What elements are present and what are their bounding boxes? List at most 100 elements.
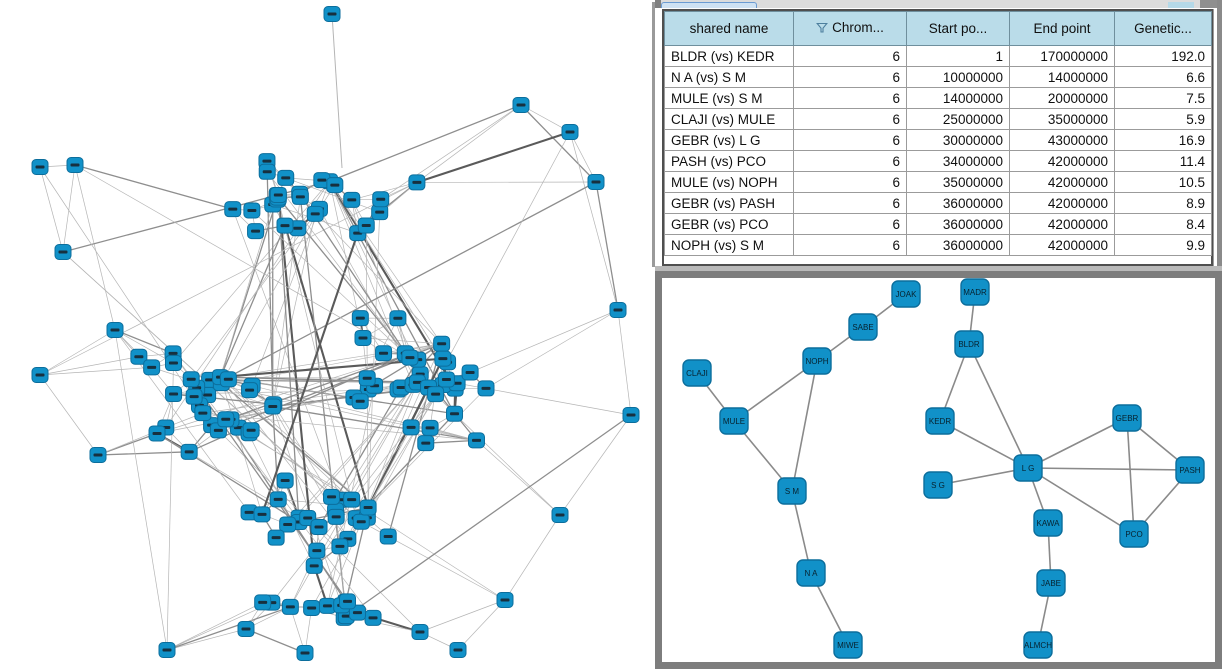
- graph-edge[interactable]: [387, 343, 443, 537]
- graph-edge[interactable]: [220, 376, 263, 515]
- graph-edge[interactable]: [485, 388, 632, 416]
- graph-node[interactable]: [351, 310, 369, 327]
- graph-edge[interactable]: [39, 166, 64, 253]
- node-NA[interactable]: N A: [796, 559, 826, 587]
- graph-node[interactable]: [258, 163, 276, 180]
- filter-icon[interactable]: [816, 22, 829, 34]
- graph-node[interactable]: [389, 310, 407, 327]
- edge-GEBR-PCO[interactable]: [1126, 417, 1135, 535]
- graph-edge[interactable]: [220, 376, 354, 398]
- graph-node[interactable]: [296, 645, 314, 661]
- main-network-panel[interactable]: [0, 0, 655, 669]
- graph-node[interactable]: [371, 204, 389, 221]
- graph-edge[interactable]: [166, 363, 174, 651]
- graph-node[interactable]: [305, 557, 323, 574]
- horizontal-scrollbar-thumb[interactable]: [661, 2, 757, 8]
- graph-edge[interactable]: [329, 181, 442, 344]
- graph-node[interactable]: [477, 380, 495, 397]
- graph-edge[interactable]: [39, 367, 152, 376]
- graph-node[interactable]: [165, 386, 183, 403]
- node-GEBR[interactable]: GEBR: [1112, 404, 1142, 432]
- graph-node[interactable]: [331, 538, 349, 555]
- node-KAWA[interactable]: KAWA: [1033, 509, 1063, 537]
- graph-node[interactable]: [31, 367, 49, 383]
- graph-node[interactable]: [372, 191, 390, 208]
- graph-edge[interactable]: [251, 210, 407, 356]
- graph-edge[interactable]: [285, 177, 380, 213]
- graph-node[interactable]: [357, 217, 375, 234]
- graph-node[interactable]: [561, 124, 579, 140]
- graph-edge[interactable]: [166, 602, 263, 651]
- graph-node[interactable]: [449, 642, 467, 658]
- graph-edge[interactable]: [39, 182, 418, 376]
- graph-edge[interactable]: [245, 628, 306, 654]
- graph-edge[interactable]: [211, 354, 407, 426]
- graph-node[interactable]: [164, 355, 182, 372]
- graph-node[interactable]: [277, 169, 295, 186]
- graph-edge[interactable]: [39, 356, 139, 376]
- edge-LG-GEBR[interactable]: [1027, 417, 1128, 469]
- graph-node[interactable]: [242, 422, 260, 439]
- graph-node[interactable]: [434, 350, 452, 367]
- table-row[interactable]: GEBR (vs) L G 6 30000000 43000000 16.9: [664, 129, 1212, 151]
- edge-BLDR-LG[interactable]: [968, 343, 1029, 469]
- table-row[interactable]: N A (vs) S M 6 10000000 14000000 6.6: [664, 66, 1212, 88]
- graph-edge[interactable]: [166, 628, 247, 651]
- graph-node[interactable]: [276, 217, 294, 234]
- edge-SG-LG[interactable]: [937, 467, 1029, 486]
- graph-node[interactable]: [276, 472, 294, 489]
- edge-LG-PASH[interactable]: [1027, 467, 1191, 471]
- selected-network-canvas[interactable]: JOAK SABE NOPH CLAJI MULE S M N A MIWE MADR BLDR K…: [662, 278, 1215, 662]
- graph-node[interactable]: [66, 157, 84, 173]
- graph-node[interactable]: [359, 499, 377, 516]
- graph-edge[interactable]: [277, 194, 300, 523]
- graph-node[interactable]: [237, 621, 255, 637]
- graph-node[interactable]: [343, 191, 361, 208]
- graph-edge[interactable]: [219, 194, 279, 378]
- graph-node[interactable]: [281, 598, 299, 615]
- graph-node[interactable]: [241, 382, 259, 399]
- graph-edge[interactable]: [74, 164, 411, 358]
- graph-node[interactable]: [54, 244, 72, 260]
- graph-edge[interactable]: [617, 309, 632, 416]
- graph-edge[interactable]: [221, 208, 320, 384]
- node-NOPH[interactable]: NOPH: [802, 347, 832, 375]
- graph-node[interactable]: [89, 447, 107, 463]
- node-MADR[interactable]: MADR: [960, 278, 990, 306]
- table-row[interactable]: BLDR (vs) KEDR 6 1 170000000 192.0: [664, 45, 1212, 67]
- graph-edge[interactable]: [457, 599, 506, 651]
- graph-edge[interactable]: [569, 131, 597, 183]
- graph-node[interactable]: [158, 642, 176, 658]
- graph-edge[interactable]: [266, 171, 407, 356]
- graph-node[interactable]: [323, 488, 341, 505]
- graph-edge[interactable]: [485, 309, 619, 389]
- graph-node[interactable]: [512, 97, 530, 113]
- graph-node[interactable]: [421, 419, 439, 436]
- graph-edge[interactable]: [220, 376, 349, 540]
- graph-edge[interactable]: [419, 599, 506, 633]
- graph-node[interactable]: [467, 432, 485, 449]
- node-JOAK[interactable]: JOAK: [891, 280, 921, 308]
- graph-edge[interactable]: [504, 514, 561, 601]
- graph-node[interactable]: [267, 529, 285, 546]
- graph-edge[interactable]: [272, 406, 343, 606]
- graph-node[interactable]: [243, 202, 261, 219]
- graph-edge[interactable]: [97, 432, 158, 456]
- edge-NOPH-SM[interactable]: [791, 360, 818, 492]
- graph-edge[interactable]: [595, 181, 619, 311]
- column-header-chromosome[interactable]: Chrom...: [793, 11, 907, 46]
- graph-node[interactable]: [143, 359, 161, 376]
- graph-node[interactable]: [247, 223, 265, 240]
- column-header-genetic[interactable]: Genetic...: [1114, 11, 1212, 46]
- graph-node[interactable]: [303, 599, 321, 616]
- node-MIWE[interactable]: MIWE: [833, 631, 863, 659]
- node-ALMCH[interactable]: ALMCH: [1023, 631, 1053, 659]
- graph-node[interactable]: [437, 371, 455, 388]
- graph-node[interactable]: [217, 411, 235, 428]
- graph-node[interactable]: [364, 609, 382, 626]
- graph-node[interactable]: [375, 345, 393, 362]
- graph-edge[interactable]: [380, 104, 522, 200]
- graph-edge[interactable]: [224, 378, 369, 508]
- graph-node[interactable]: [358, 370, 376, 387]
- node-PCO[interactable]: PCO: [1119, 520, 1149, 548]
